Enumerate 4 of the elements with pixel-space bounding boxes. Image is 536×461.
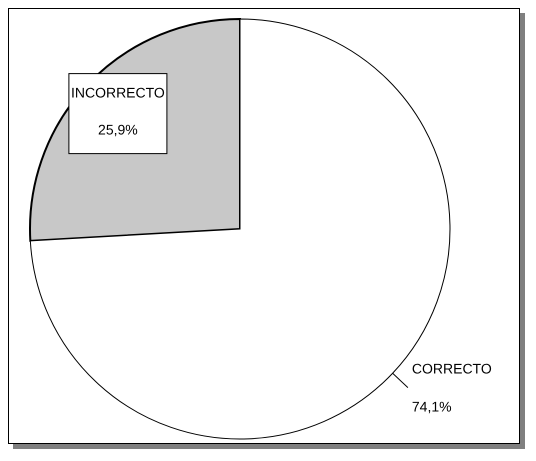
slice-label: INCORRECTO — [70, 84, 165, 101]
data-label: 25,9% — [98, 122, 138, 138]
slice-label: CORRECTO — [412, 360, 492, 377]
data-label: 74,1% — [412, 398, 452, 415]
